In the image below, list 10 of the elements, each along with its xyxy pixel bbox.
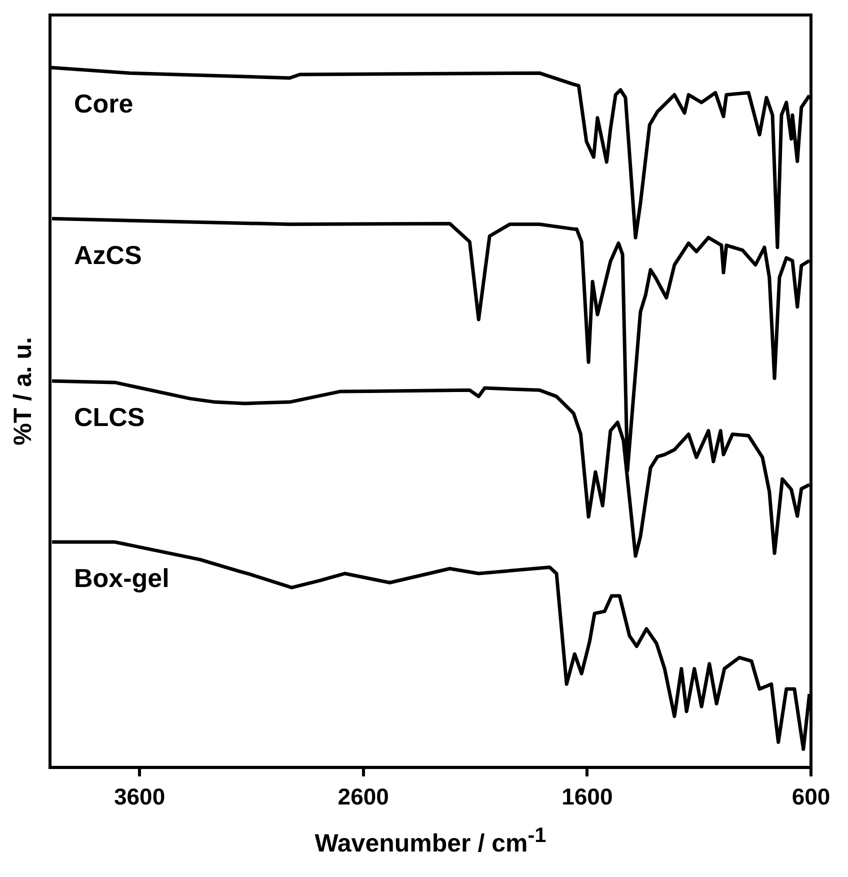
series-label: AzCS — [74, 240, 142, 270]
series-label: CLCS — [74, 402, 145, 432]
x-tick-label: 1600 — [562, 784, 613, 810]
x-tick-label: 3600 — [114, 784, 166, 810]
x-axis-title: Wavenumber / cm$^{-1}$ — [314, 824, 548, 858]
series-label: Core — [74, 88, 134, 119]
y-axis-title: %T / a. u. — [8, 337, 37, 446]
series-label: Box-gel — [74, 563, 170, 594]
x-tick-label: 600 — [792, 784, 830, 810]
x-tick-label: 2600 — [338, 784, 389, 810]
